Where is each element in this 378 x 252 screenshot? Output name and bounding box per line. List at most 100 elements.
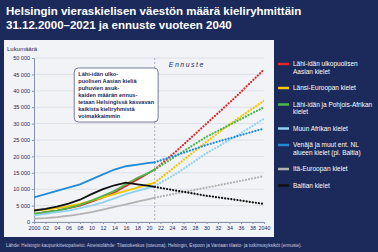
x-tick-label: 22: [158, 225, 164, 231]
y-axis-title: Lukumäärä: [7, 46, 38, 52]
x-tick: 36: [239, 222, 245, 231]
series-line-forecast: [155, 101, 264, 183]
x-tick: 10: [89, 222, 95, 231]
x-tick: 12: [101, 222, 107, 231]
x-tick-label: 2000: [29, 225, 41, 231]
x-tick-label: 16: [124, 225, 130, 231]
x-tick: 34: [227, 222, 233, 231]
y-tick: 5 000: [16, 203, 34, 209]
y-tick-mark: [32, 58, 34, 59]
legend-swatch: [278, 184, 289, 187]
x-tick-mark: [92, 222, 93, 224]
y-tick-label: 50 000: [13, 55, 30, 61]
annotation-text: kaikista kieliryhmistä: [78, 106, 135, 112]
y-tick-label: 25 000: [13, 137, 30, 143]
y-tick-mark: [32, 91, 34, 92]
annotation-text: tetaan Helsingissä kasvavan: [78, 99, 154, 105]
y-tick-label: 30 000: [13, 121, 30, 127]
y-tick-mark: [32, 124, 34, 125]
legend-label: Baltian kielet: [293, 182, 330, 189]
x-tick-label: 02: [43, 225, 49, 231]
x-tick: 02: [43, 222, 49, 231]
y-tick: 20 000: [13, 154, 34, 160]
x-tick-mark: [126, 222, 127, 224]
legend-item: Länsi-Euroopan kielet: [278, 84, 356, 92]
x-tick: 06: [66, 222, 72, 231]
legend-swatch: [278, 87, 289, 90]
y-tick: 45 000: [13, 72, 34, 78]
y-tick-mark: [32, 140, 34, 141]
x-tick-label: 04: [55, 225, 61, 231]
x-tick-mark: [207, 222, 208, 224]
x-tick: 24: [170, 222, 176, 231]
title: Helsingin vieraskielisen väestön määrä k…: [6, 5, 301, 31]
x-tick-label: 30: [204, 225, 210, 231]
y-tick-label: 15 000: [13, 170, 30, 176]
x-tick-mark: [69, 222, 70, 224]
background: [0, 0, 378, 252]
annotation-text: puolisen Aasian kieliä: [78, 78, 137, 84]
y-tick-mark: [32, 107, 34, 108]
annotation-box: Lähi-idän ulko-puolisen Aasian kieliäpuh…: [74, 68, 158, 122]
x-tick-mark: [115, 222, 116, 224]
y-tick: 25 000: [13, 137, 34, 143]
x-tick-mark: [184, 222, 185, 224]
legend-item: Lähi-idän ulkopuolisenAasian kielet: [278, 60, 358, 75]
x-tick: 26: [181, 222, 187, 231]
chart: Helsingin vieraskielisen väestön määrä k…: [0, 0, 378, 252]
annotation-text: puhuvien asuk-: [78, 85, 119, 91]
x-tick-mark: [230, 222, 231, 224]
y-tick-label: 40 000: [13, 88, 30, 94]
y-tick: 30 000: [13, 121, 34, 127]
y-tick: 40 000: [13, 88, 34, 94]
y-tick: 10 000: [13, 186, 34, 192]
x-tick-mark: [138, 222, 139, 224]
legend: Lähi-idän ulkopuolisenAasian kielet Länsi…: [278, 60, 373, 189]
x-tick: 04: [55, 222, 61, 231]
legend-item: Lähi-idän ja Pohjois-Afrikankielet: [278, 101, 373, 116]
x-tick: 28: [193, 222, 199, 231]
x-tick: 14: [112, 222, 118, 231]
x-tick-label: 20: [147, 225, 153, 231]
x-tick: 2000: [29, 222, 41, 231]
y-tick-label: 5 000: [16, 203, 30, 209]
legend-swatch: [278, 168, 289, 171]
x-tick-mark: [241, 222, 242, 224]
series-line-forecast: [155, 129, 264, 163]
legend-swatch: [278, 63, 289, 66]
x-tick: 22: [158, 222, 164, 231]
legend-swatch: [278, 144, 289, 147]
annotation-text: voimakkaimmin: [78, 113, 121, 119]
x-tick-mark: [57, 222, 58, 224]
y-axis: 05 00010 00015 00020 00025 00030 00035 0…: [13, 55, 34, 225]
legend-swatch: [278, 103, 289, 106]
x-tick-label: 24: [170, 225, 176, 231]
y-tick: 15 000: [13, 170, 34, 176]
series-line-forecast: [155, 119, 264, 186]
x-tick-mark: [46, 222, 47, 224]
x-tick: 2040: [259, 222, 271, 231]
x-tick: 18: [135, 222, 141, 231]
x-tick: 38: [250, 222, 256, 231]
x-tick-label: 18: [135, 225, 141, 231]
x-tick-mark: [103, 222, 104, 224]
legend-label: Itä-Euroopan kielet: [293, 165, 348, 173]
x-tick-mark: [34, 222, 35, 224]
y-tick-label: 35 000: [13, 104, 30, 110]
legend-label: Lähi-idän ja Pohjois-Afrikankielet: [293, 101, 373, 116]
legend-swatch: [278, 127, 289, 130]
x-tick-label: 38: [250, 225, 256, 231]
x-tick-label: 32: [216, 225, 222, 231]
grid-line: [34, 156, 264, 157]
annotation-text: Lähi-idän ulko-: [78, 71, 118, 77]
y-tick: 35 000: [13, 104, 34, 110]
y-tick-mark: [32, 173, 34, 174]
x-tick-label: 14: [112, 225, 118, 231]
x-tick-mark: [161, 222, 162, 224]
y-tick-mark: [32, 206, 34, 207]
x-tick-mark: [218, 222, 219, 224]
y-tick-mark: [32, 74, 34, 75]
grid-line: [34, 58, 264, 59]
y-tick-mark: [32, 222, 34, 223]
x-tick-label: 36: [239, 225, 245, 231]
